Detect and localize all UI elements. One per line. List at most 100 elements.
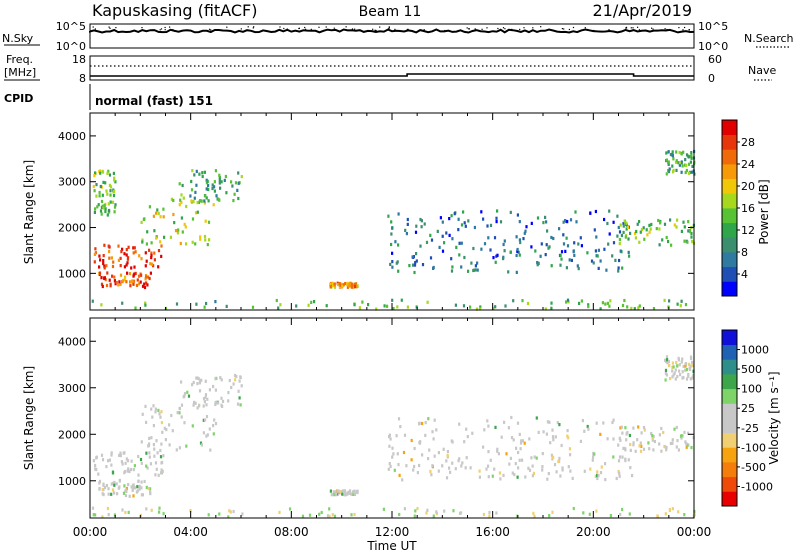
nsearch-point	[210, 29, 212, 31]
power-cell	[141, 240, 144, 244]
velocity-cell	[567, 465, 570, 469]
power-cell	[566, 220, 569, 224]
nsearch-point	[115, 27, 117, 29]
power-cell	[545, 220, 548, 224]
velocity-cell	[150, 407, 153, 411]
power-cell	[667, 160, 670, 164]
velocity-cell	[524, 475, 527, 479]
power-cell	[353, 282, 356, 286]
power-cell	[180, 200, 183, 204]
velocity-cell	[107, 513, 110, 517]
velocity-cell	[619, 438, 622, 442]
velocity-cell	[122, 491, 126, 495]
velocity-cell	[428, 448, 431, 452]
velocity-cell	[126, 459, 130, 463]
power-cell	[93, 174, 96, 178]
velocity-cell	[140, 480, 143, 484]
power-cell	[638, 304, 641, 308]
power-cell	[223, 178, 226, 182]
nsearch-point	[226, 26, 228, 28]
power-cell	[525, 225, 528, 229]
velocity-cell	[137, 479, 140, 483]
velocity-cell	[159, 448, 162, 453]
nsearch-point	[159, 29, 161, 31]
power-cell	[683, 225, 686, 229]
velocity-cell	[500, 435, 503, 439]
nsearch-point	[333, 27, 335, 29]
velocity-cell	[441, 464, 444, 468]
power-cell	[113, 205, 117, 209]
velocity-cell	[684, 368, 687, 372]
power-cell	[390, 242, 393, 247]
velocity-cell	[632, 426, 635, 430]
velocity-cell	[213, 418, 216, 422]
velocity-cell	[531, 464, 534, 468]
power-cell	[665, 172, 668, 176]
power-cell	[144, 303, 147, 307]
power-cell	[102, 261, 105, 266]
power-cell	[432, 266, 435, 270]
power-cell	[619, 249, 622, 253]
power-cell	[142, 217, 145, 221]
power-cell	[310, 300, 313, 304]
power-cell	[617, 269, 620, 273]
power-cell	[482, 217, 485, 221]
velocity-cell	[675, 445, 678, 449]
velocity-cell	[137, 454, 140, 459]
nsearch-point	[141, 29, 143, 31]
power-colorbar-label: Power [dB]	[757, 179, 771, 244]
power-cell	[617, 266, 620, 270]
velocity-cell	[604, 478, 607, 482]
nsearch-point	[253, 26, 255, 28]
colorbar-swatch	[722, 344, 737, 360]
velocity-cell	[301, 514, 305, 518]
velocity-cell	[140, 486, 143, 490]
power-cell	[215, 194, 218, 198]
power-cell	[157, 211, 160, 216]
power-cell	[214, 300, 217, 304]
velocity-cell	[443, 509, 446, 513]
velocity-cell	[432, 437, 435, 441]
power-cell	[342, 283, 345, 287]
velocity-cell	[691, 364, 694, 368]
power-cell	[132, 251, 135, 255]
velocity-cell	[413, 446, 416, 451]
power-cell	[95, 183, 98, 187]
power-cell	[565, 236, 568, 240]
nsearch-point	[379, 26, 381, 28]
velocity-cell	[355, 489, 358, 494]
power-cell	[687, 220, 690, 224]
velocity-cell	[658, 433, 661, 437]
power-cell	[496, 253, 499, 257]
power-cell	[665, 158, 668, 162]
nsearch-point	[466, 27, 468, 29]
colorbar-swatch	[722, 432, 737, 448]
power-cell	[430, 238, 434, 242]
nsearch-point	[160, 28, 163, 30]
velocity-cell	[556, 421, 559, 425]
freq-label-1: Freq.	[6, 53, 33, 66]
power-cell	[495, 254, 498, 258]
power-cell	[441, 220, 444, 224]
velocity-cell	[546, 420, 549, 424]
power-cell	[177, 228, 180, 232]
power-cell	[564, 249, 567, 253]
velocity-cell	[677, 356, 680, 360]
power-cell	[534, 249, 537, 253]
power-cell	[672, 168, 675, 172]
velocity-cell	[141, 412, 144, 416]
power-cell	[108, 278, 111, 282]
power-cell	[470, 261, 473, 265]
velocity-cell	[588, 512, 591, 516]
power-cell	[523, 231, 526, 235]
velocity-cell	[125, 457, 128, 461]
velocity-cell	[159, 455, 163, 459]
power-cell	[198, 172, 201, 176]
velocity-cell	[204, 395, 207, 399]
velocity-cell	[113, 480, 116, 484]
power-cell	[669, 218, 672, 222]
velocity-cell	[499, 477, 502, 481]
velocity-cell	[123, 451, 126, 455]
power-cell	[680, 229, 683, 233]
velocity-cell	[617, 443, 620, 447]
